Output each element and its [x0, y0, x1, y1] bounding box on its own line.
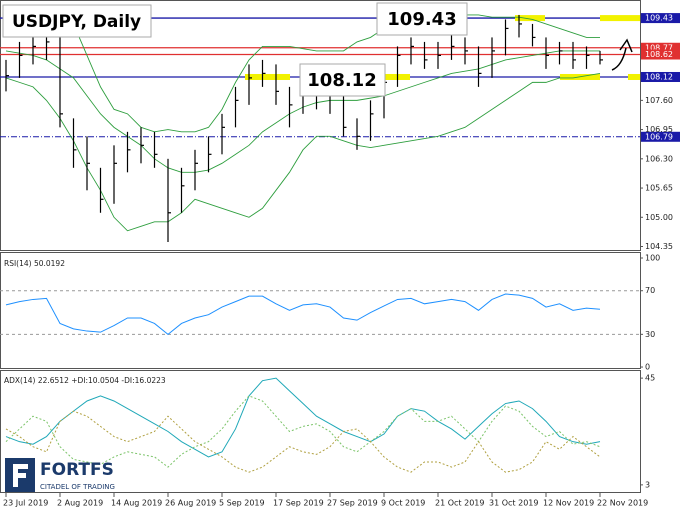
panel-title: RSI(14) 50.0192 [4, 259, 65, 268]
x-tick-label: 22 Nov 2019 [597, 499, 648, 508]
y-tick-label: 30 [645, 330, 655, 339]
series-line [5, 395, 601, 468]
level-label: 109.43 [645, 14, 673, 23]
y-tick-label: 104.35 [645, 242, 673, 251]
y-tick-label: 100 [645, 254, 660, 263]
x-tick-label: 23 Jul 2019 [3, 499, 48, 508]
x-tick-label: 12 Nov 2019 [543, 499, 594, 508]
panel-title: ADX(14) 22.6512 +DI:10.0504 -DI:16.0223 [4, 376, 166, 385]
y-tick-label: 107.60 [645, 96, 673, 105]
logo-mark [13, 464, 28, 487]
level-label: 108.77 [645, 43, 673, 52]
y-tick-label: 3 [645, 480, 650, 489]
x-tick-label: 5 Sep 2019 [219, 499, 265, 508]
level-highlight [515, 15, 545, 22]
level-label: 108.62 [645, 50, 673, 59]
level-label: 108.12 [645, 72, 673, 81]
level-label: 106.79 [645, 132, 673, 141]
y-tick-label: 106.95 [645, 125, 673, 134]
x-tick-label: 27 Sep 2019 [327, 499, 378, 508]
level-highlight [600, 15, 640, 22]
level-highlight [628, 73, 640, 80]
y-tick-label: 70 [645, 286, 655, 295]
adx-panel [0, 370, 641, 493]
callout-box [376, 2, 468, 36]
callout: 109.43 [387, 9, 456, 30]
y-tick-label: 105.65 [645, 184, 673, 193]
x-tick-label: 17 Sep 2019 [273, 499, 324, 508]
main-panel [0, 0, 641, 251]
title-box [2, 4, 152, 38]
arrow [611, 38, 633, 71]
y-tick-label: 0 [645, 363, 650, 372]
series-line [5, 293, 601, 335]
x-tick-label: 9 Oct 2019 [381, 499, 425, 508]
callout-box [299, 63, 386, 97]
level-label-bg [641, 42, 680, 53]
level-label-bg [641, 131, 680, 142]
x-tick-label: 2 Aug 2019 [57, 499, 103, 508]
x-tick-label: 26 Aug 2019 [165, 499, 216, 508]
callout: 108.12 [307, 70, 376, 91]
logo-text: FORTFS [40, 460, 114, 480]
y-tick-label: 106.30 [645, 154, 673, 163]
chart-title: USDJPY, Daily [12, 12, 141, 32]
rsi-panel [0, 252, 641, 369]
x-tick-label: 31 Oct 2019 [489, 499, 538, 508]
x-tick-label: 14 Aug 2019 [111, 499, 162, 508]
level-label-bg [641, 71, 680, 82]
y-tick-label: 105.00 [645, 213, 673, 222]
logo-tagline: CITADEL OF TRADING [40, 483, 115, 491]
level-highlight [245, 73, 290, 80]
level-label-bg [641, 13, 680, 24]
level-label-bg [641, 49, 680, 60]
series-line [5, 377, 601, 458]
y-tick-label: 45 [645, 374, 655, 383]
x-tick-label: 21 Oct 2019 [435, 499, 484, 508]
band-line [5, 72, 601, 232]
band-line [5, 9, 600, 133]
